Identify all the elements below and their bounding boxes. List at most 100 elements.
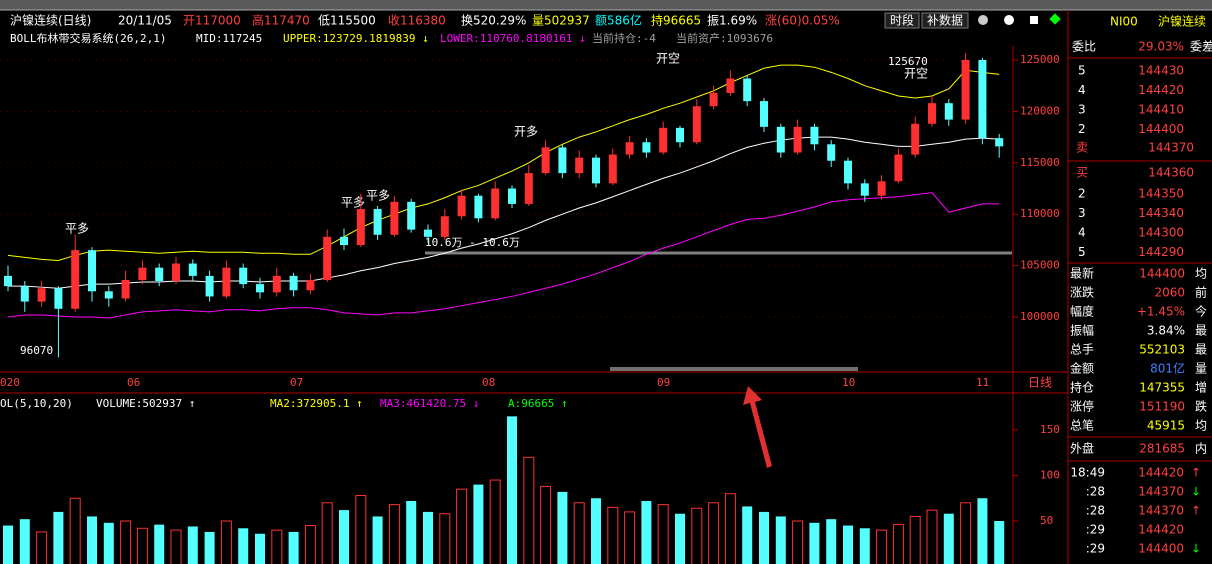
panel-text: 3.84% bbox=[1147, 324, 1185, 338]
candle-body bbox=[776, 126, 785, 153]
panel-text: ↓ bbox=[1191, 542, 1201, 556]
candle-body bbox=[474, 195, 483, 219]
candle-body bbox=[272, 275, 281, 293]
indicator-item: MID:117245 bbox=[196, 32, 262, 45]
panel-text: 2 bbox=[1078, 187, 1086, 201]
y-tick-label: 110000 bbox=[1020, 207, 1060, 220]
x-tick-label: 09 bbox=[657, 376, 670, 389]
panel-text: 卖 bbox=[1076, 141, 1088, 155]
panel-text: 5 bbox=[1078, 64, 1086, 78]
y-tick-label: 150 bbox=[1040, 423, 1060, 436]
volume-bar bbox=[926, 509, 938, 564]
candle-body bbox=[188, 263, 197, 276]
icon[interactable] bbox=[1049, 13, 1061, 25]
y-tick-label: 115000 bbox=[1020, 156, 1060, 169]
panel-text: 18:49 bbox=[1070, 466, 1105, 480]
indicator-item: UPPER:123729.1819839 ↓ bbox=[283, 32, 429, 45]
panel-text: 量 bbox=[1195, 362, 1207, 376]
header-item: 量502937 bbox=[532, 14, 590, 28]
candle-body bbox=[306, 279, 315, 291]
icon[interactable] bbox=[1030, 16, 1038, 24]
panel-text: 内 bbox=[1195, 442, 1207, 456]
candle-body bbox=[558, 147, 567, 174]
candle-body bbox=[491, 188, 500, 219]
candle-body bbox=[642, 142, 651, 153]
panel-text: :29 bbox=[1086, 523, 1105, 537]
button[interactable] bbox=[921, 12, 969, 29]
panel-text: 801亿 bbox=[1150, 361, 1185, 376]
panel-text: 外盘 bbox=[1070, 441, 1094, 456]
button-label[interactable]: 时段 bbox=[890, 13, 914, 28]
header-item: 20/11/05 bbox=[118, 14, 172, 28]
volume-header: MA2:372905.1 ↑ bbox=[270, 397, 363, 410]
volume-bar bbox=[120, 520, 132, 564]
volume-header: MA3:461420.75 ↓ bbox=[380, 397, 479, 410]
panel-text: ↑ bbox=[1191, 504, 1201, 518]
panel-text: 144340 bbox=[1138, 206, 1184, 220]
volume-bar bbox=[591, 498, 601, 564]
panel-text: 最 bbox=[1195, 343, 1207, 357]
volume-bar bbox=[876, 529, 888, 564]
panel-text: 144420 bbox=[1138, 83, 1184, 97]
candle-body bbox=[944, 103, 953, 120]
button[interactable] bbox=[884, 12, 920, 29]
panel-text: 144370 bbox=[1148, 141, 1194, 155]
header-item: 高117470 bbox=[252, 13, 310, 28]
volume-bar bbox=[204, 531, 215, 564]
volume-bar bbox=[271, 529, 283, 564]
boll-mid bbox=[8, 136, 1000, 289]
button-label[interactable]: 补数据 bbox=[927, 13, 963, 28]
candle-body bbox=[373, 209, 382, 235]
panel-text: ↓ bbox=[1191, 485, 1201, 499]
panel-text: 委差 bbox=[1190, 40, 1212, 54]
panel-text: 144300 bbox=[1138, 226, 1184, 240]
panel-text: 4 bbox=[1078, 83, 1086, 97]
annotation: 125670 bbox=[888, 55, 928, 68]
panel-text: 沪镍连续 bbox=[1158, 14, 1206, 29]
annotation: 开空 bbox=[656, 52, 680, 66]
panel-text: 最新 bbox=[1070, 266, 1094, 281]
icon[interactable] bbox=[1004, 15, 1014, 25]
annotation: 平多 bbox=[341, 196, 365, 210]
panel-text: 2060 bbox=[1154, 286, 1185, 300]
y-tick-label: 100000 bbox=[1020, 310, 1060, 323]
volume-bar bbox=[103, 522, 114, 564]
annotation: 96070 bbox=[20, 344, 53, 357]
panel-text: 5 bbox=[1078, 245, 1086, 259]
y-tick-label: 50 bbox=[1040, 514, 1053, 527]
annotation: 平多 bbox=[65, 222, 89, 236]
candle-body bbox=[172, 263, 180, 282]
volume-bar bbox=[406, 500, 417, 564]
volume-bar bbox=[339, 510, 349, 564]
volume-bar bbox=[87, 516, 97, 564]
candle-body bbox=[508, 188, 516, 204]
annotation: 平多 bbox=[366, 189, 390, 203]
candle-body bbox=[911, 123, 920, 155]
candle-body bbox=[407, 201, 416, 230]
panel-text: :28 bbox=[1086, 504, 1105, 518]
volume-bar bbox=[456, 488, 468, 564]
panel-text: 涨跌 bbox=[1070, 285, 1094, 300]
panel-text: 金额 bbox=[1070, 361, 1094, 376]
volume-bar bbox=[759, 511, 769, 564]
panel-text: 跌 bbox=[1195, 399, 1207, 414]
volume-bar bbox=[892, 524, 904, 564]
candle-body bbox=[104, 291, 113, 299]
candle-body bbox=[928, 103, 936, 124]
scrollbar[interactable] bbox=[610, 367, 858, 371]
candle-body bbox=[524, 173, 533, 204]
volume-bar bbox=[304, 525, 316, 564]
candle-body bbox=[205, 275, 214, 297]
volume-bar bbox=[994, 521, 1005, 564]
panel-text: 144430 bbox=[1138, 64, 1184, 78]
panel-text: 增 bbox=[1195, 381, 1207, 395]
volume-bar bbox=[909, 515, 921, 564]
candle-body bbox=[440, 216, 449, 237]
panel-text: 3 bbox=[1078, 206, 1086, 220]
volume-bar bbox=[557, 491, 568, 564]
volume-bar bbox=[607, 506, 619, 564]
panel-text: 144350 bbox=[1138, 187, 1184, 201]
icon[interactable] bbox=[978, 15, 988, 25]
volume-bar bbox=[423, 511, 433, 564]
indicator-item: LOWER:110760.8180161 ↓ bbox=[440, 32, 586, 45]
